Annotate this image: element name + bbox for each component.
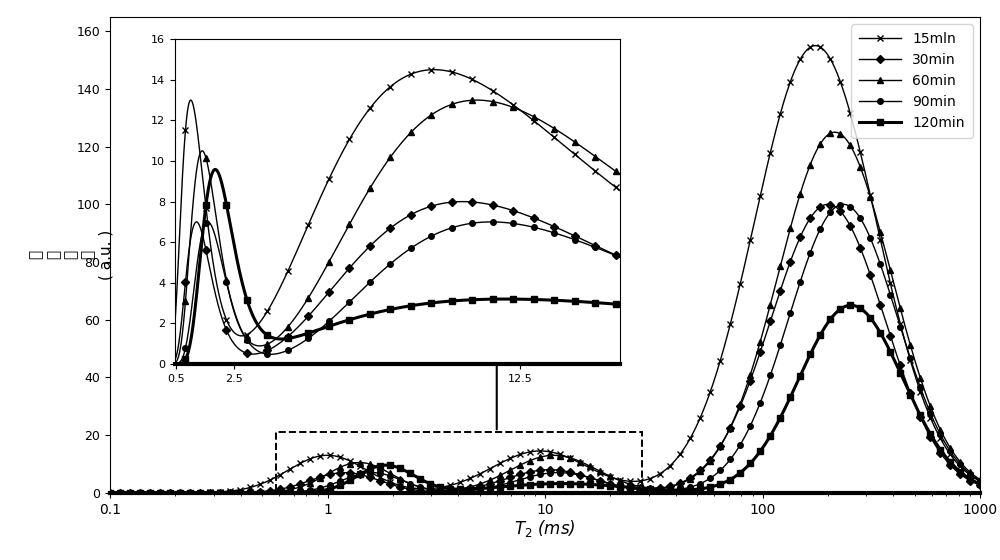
15mln [809,43,821,49]
15mln [740,256,752,263]
60min [740,385,752,391]
120min [956,470,968,477]
60min [829,129,841,136]
90min [468,487,480,493]
120min [912,407,924,413]
60min [956,460,968,467]
60min [468,483,480,489]
90min [837,201,849,208]
15mln [468,474,480,480]
60min [94,489,106,496]
90min [983,482,995,488]
15mln [956,465,968,472]
60min [912,366,924,373]
60min [475,480,487,487]
30min [956,472,968,479]
120min [475,485,487,492]
30min [912,407,924,414]
90min [475,486,487,493]
120min [94,489,106,496]
30min [475,483,487,489]
60min [983,480,995,487]
120min [468,486,480,492]
30min [516,470,528,477]
30min [94,489,106,496]
Legend: 15mln, 30min, 60min, 90min, 120min: 15mln, 30min, 60min, 90min, 120min [851,24,973,138]
90min [956,463,968,469]
Line: 30min: 30min [97,202,992,496]
15mln [912,380,924,387]
Line: 90min: 90min [97,202,992,496]
30min [822,201,834,208]
X-axis label: $T_2$ (ms): $T_2$ (ms) [514,518,576,539]
60min [516,461,528,468]
30min [983,484,995,491]
Line: 120min: 120min [97,302,992,496]
90min [912,376,924,383]
90min [516,475,528,482]
90min [740,431,752,438]
30min [468,484,480,491]
15mln [516,450,528,457]
120min [516,482,528,488]
Line: 60min: 60min [97,129,992,496]
15mln [983,482,995,488]
15mln [475,470,487,477]
90min [94,489,106,496]
Line: 15mln: 15mln [97,42,992,496]
15mln [94,489,106,496]
Y-axis label: 信
号
幅
度
( a.u. ): 信 号 幅 度 ( a.u. ) [29,230,113,280]
Bar [276,432,642,493]
120min [845,302,857,309]
30min [740,389,752,396]
120min [983,484,995,491]
120min [740,465,752,472]
